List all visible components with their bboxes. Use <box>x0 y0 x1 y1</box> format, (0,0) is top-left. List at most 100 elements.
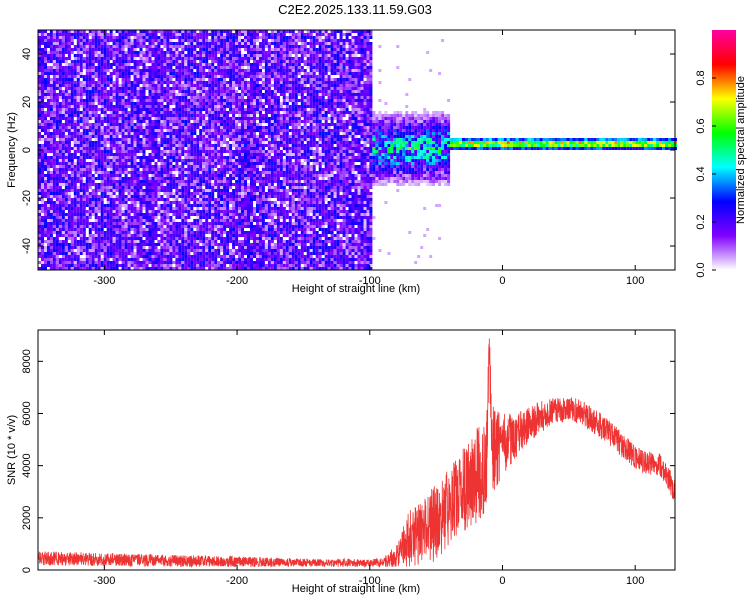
spectrogram-cell <box>181 102 185 105</box>
spectrogram-cell <box>178 36 182 39</box>
spectrogram-cell <box>130 171 134 174</box>
spectrogram-cell <box>112 177 116 180</box>
spectrogram-cell <box>47 177 50 180</box>
spectrogram-cell <box>76 150 80 153</box>
spectrogram-cell <box>79 204 83 207</box>
spectrogram-cell <box>184 186 188 189</box>
spectrogram-cell <box>118 138 122 141</box>
spectrogram-cell <box>38 54 41 57</box>
spectrogram-cell <box>109 210 113 213</box>
spectrogram-cell <box>130 183 134 186</box>
spectrogram-cell <box>41 108 44 111</box>
spectrogram-cell <box>79 150 83 153</box>
spectrogram-cell <box>106 141 110 144</box>
spectrogram-cell <box>190 78 194 81</box>
spectrogram-cell <box>109 168 113 171</box>
spectrogram-cell <box>229 108 233 111</box>
spectrogram-cell <box>94 96 98 99</box>
spectrogram-cell <box>44 117 47 120</box>
spectrogram-cell <box>157 159 161 162</box>
spectrogram-cell <box>157 189 161 192</box>
spectrogram-cell <box>196 246 200 249</box>
spectrogram-cell <box>121 198 125 201</box>
spectrogram-cell <box>208 249 212 252</box>
spectrogram-cell <box>44 42 47 45</box>
spectrogram-cell <box>97 222 101 225</box>
spectrogram-cell <box>67 264 71 267</box>
spectrogram-cell <box>94 165 98 168</box>
spectrogram-cell <box>226 159 230 162</box>
spectrogram-cell <box>184 78 188 81</box>
spectrogram-cell <box>58 30 62 33</box>
spectrogram-cell <box>229 261 233 264</box>
spectrogram-cell <box>100 207 104 210</box>
spectrogram-cell <box>220 138 224 141</box>
spectrogram-cell <box>145 108 149 111</box>
spectrogram-cell <box>145 165 149 168</box>
spectrogram-cell <box>214 177 218 180</box>
spectrogram-cell <box>220 126 224 129</box>
spectrogram-cell <box>139 123 143 126</box>
spectrogram-cell <box>130 240 134 243</box>
spectrogram-cell <box>136 45 140 48</box>
spectrogram-cell <box>208 96 212 99</box>
spectrogram-cell <box>106 189 110 192</box>
spectrogram-cell <box>115 132 119 135</box>
spectrogram-cell <box>145 66 149 69</box>
spectrogram-cell <box>223 180 227 183</box>
spectrogram-cell <box>100 147 104 150</box>
spectrogram-cell <box>85 186 89 189</box>
spectrogram-cell <box>220 225 224 228</box>
spectrogram-cell <box>133 237 137 240</box>
spectrogram-cell <box>58 198 62 201</box>
spectrogram-cell <box>145 183 149 186</box>
spectrogram-cell <box>94 216 98 219</box>
spectrogram-cell <box>112 141 116 144</box>
spectrogram-cell <box>190 171 194 174</box>
spectrogram-cell <box>49 72 53 75</box>
spectrogram-cell <box>49 204 53 207</box>
spectrogram-cell <box>151 210 155 213</box>
spectrogram-cell <box>226 120 230 123</box>
spectrogram-cell <box>208 162 212 165</box>
spectrogram-cell <box>121 102 125 105</box>
spectrogram-cell <box>115 183 119 186</box>
spectrogram-cell <box>232 156 236 159</box>
spectrogram-cell <box>187 87 191 90</box>
spectrogram-cell <box>196 261 200 264</box>
spectrogram-cell <box>208 195 212 198</box>
spectrogram-cell <box>85 144 89 147</box>
spectrogram-cell <box>61 225 65 228</box>
spectrogram-cell <box>55 72 59 75</box>
spectrogram-cell <box>166 120 170 123</box>
spectrogram-cell <box>151 192 155 195</box>
spectrogram-cell <box>82 30 86 33</box>
spectrogram-cell <box>118 255 122 258</box>
spectrogram-cell <box>202 147 206 150</box>
spectrogram-cell <box>217 117 221 120</box>
spectrogram-cell <box>196 255 200 258</box>
spectrogram-cell <box>232 111 236 114</box>
spectrogram-cell <box>157 75 161 78</box>
spectrogram-cell <box>67 114 71 117</box>
spectrogram-cell <box>55 156 59 159</box>
spectrogram-cell <box>118 111 122 114</box>
spectrogram-cell <box>169 33 173 36</box>
spectrogram-cell <box>49 87 53 90</box>
spectrogram-cell <box>226 33 230 36</box>
spectrogram-cell <box>160 189 164 192</box>
spectrogram-cell <box>229 240 233 243</box>
spectrogram-cell <box>97 69 101 72</box>
spectrogram-cell <box>160 99 164 102</box>
spectrogram-cell <box>232 213 236 216</box>
spectrogram-cell <box>208 243 212 246</box>
spectrogram-cell <box>124 207 128 210</box>
spectrogram-cell <box>124 240 128 243</box>
spectrogram-cell <box>115 81 119 84</box>
spectrogram-cell <box>220 237 224 240</box>
spectrogram-cell <box>145 36 149 39</box>
spectrogram-cell <box>76 207 80 210</box>
spectrogram-cell <box>61 84 65 87</box>
spectrogram-cell <box>73 126 77 129</box>
spectrogram-cell <box>196 234 200 237</box>
